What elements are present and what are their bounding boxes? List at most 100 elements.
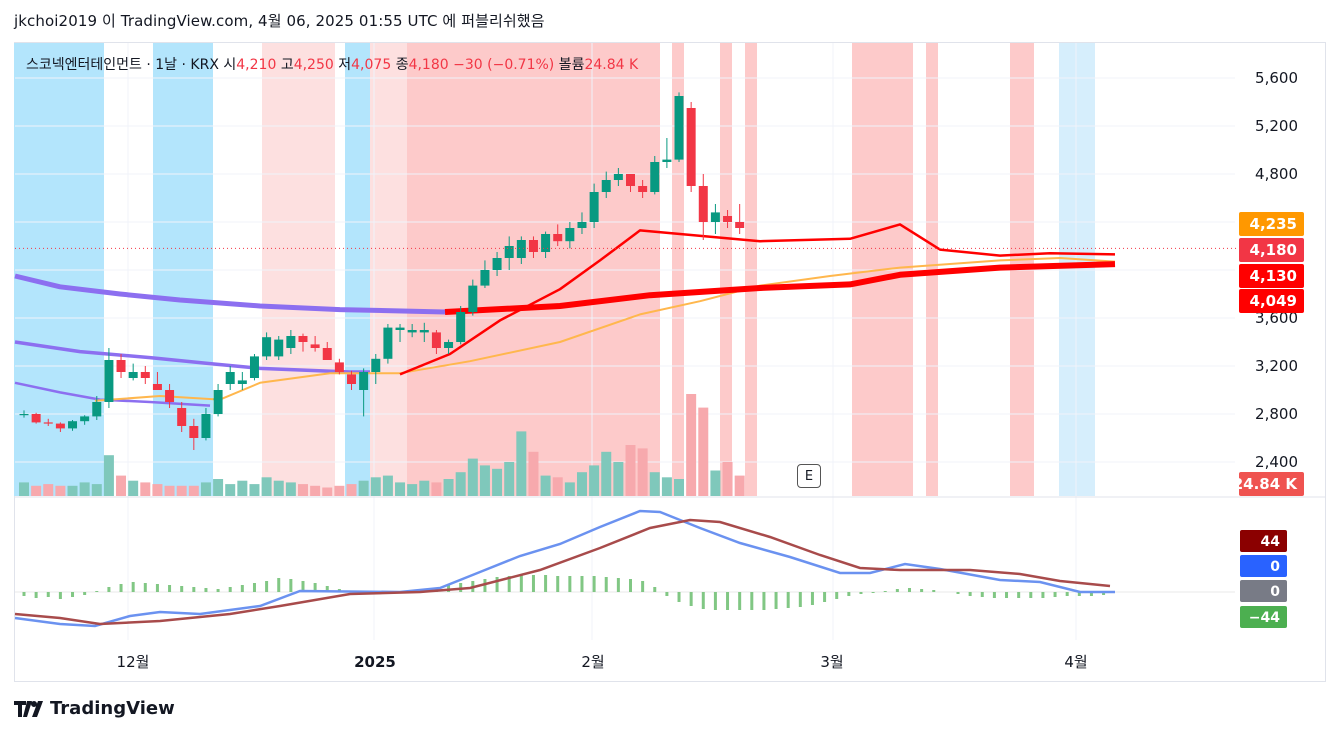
x-axis-label-2: 2월 <box>581 653 604 671</box>
macd-hist-bar <box>544 575 548 592</box>
candle-body <box>55 423 65 429</box>
candle-body <box>165 390 175 402</box>
candle-body <box>480 270 490 286</box>
volume-bar <box>188 485 199 496</box>
candle-body <box>444 342 454 348</box>
candle-body <box>189 426 199 438</box>
candle-body <box>589 192 599 222</box>
macd-hist-bar <box>810 592 814 605</box>
legend-open: 4,210 <box>236 57 277 73</box>
earnings-marker[interactable]: E <box>797 464 821 488</box>
macd-hist-bar <box>289 579 293 592</box>
macd-hist-bar <box>519 575 523 592</box>
candle-body <box>298 336 308 342</box>
x-axis-label-3: 3월 <box>820 653 843 671</box>
candle-body <box>237 380 247 384</box>
legend-open-label: 시 <box>223 57 237 73</box>
macd-line <box>14 509 1115 628</box>
candle-body <box>92 402 102 417</box>
volume-bar <box>467 458 478 496</box>
macd-hist-bar <box>22 592 26 596</box>
tradingview-logo[interactable]: TradingView <box>14 698 175 719</box>
candle-body <box>601 180 611 192</box>
macd-hist-bar <box>556 576 560 592</box>
candle-body <box>698 186 708 222</box>
macd-hist-bar <box>823 592 827 602</box>
volume-bar <box>19 482 29 496</box>
candle-body <box>577 222 587 228</box>
candle-body <box>177 408 187 426</box>
volume-bar <box>297 484 308 496</box>
volume-bar <box>674 479 685 496</box>
volume-bar <box>55 485 66 496</box>
candle-body <box>43 422 53 424</box>
candle-body <box>723 216 733 222</box>
price-badge-4 <box>1239 472 1304 496</box>
volume-bar <box>43 484 54 496</box>
volume-bar <box>589 465 600 496</box>
macd-hist-bar <box>956 592 960 594</box>
volume-bar <box>31 485 42 496</box>
candle-body <box>662 159 672 162</box>
tradingview-brand: TradingView <box>50 698 175 719</box>
macd-hist-bar <box>46 592 50 597</box>
macd-hist-bar <box>774 592 778 609</box>
macd-hist-bar <box>168 585 172 592</box>
macd-hist-bar <box>883 591 887 592</box>
candle-body <box>553 234 563 242</box>
volume-bar <box>601 451 612 496</box>
volume-bar <box>164 485 175 496</box>
macd-hist-bar <box>992 592 996 598</box>
candle-body <box>626 174 635 186</box>
volume-bar <box>395 482 406 496</box>
candle-body <box>686 108 696 186</box>
macd-hist-bar <box>301 581 305 592</box>
ma-short-line <box>399 223 1116 376</box>
candle-body <box>31 414 41 423</box>
macd-hist-bar <box>665 592 669 596</box>
legend-high-label: 고 <box>280 57 294 73</box>
macd-hist-bar <box>265 581 269 592</box>
candle-body <box>347 374 357 384</box>
macd-hist-bar <box>252 583 256 592</box>
volume-bar <box>661 477 672 496</box>
macd-badge-text-2: 0 <box>1270 584 1280 600</box>
candle-body <box>249 356 259 378</box>
volume-bar <box>382 475 393 496</box>
volume-bar <box>128 480 139 496</box>
candle-body <box>735 222 745 228</box>
volume-bar <box>346 484 357 496</box>
candle-body <box>213 390 223 414</box>
macd-hist-bar <box>750 592 754 610</box>
candle-body <box>468 285 478 312</box>
macd-hist-bar <box>216 589 220 592</box>
macd-hist-bar <box>119 584 123 592</box>
macd-badge-text-3: −44 <box>1249 610 1280 626</box>
legend-close: 4,180 <box>408 57 449 73</box>
volume-bar <box>443 479 454 496</box>
macd-hist-bar <box>1041 592 1045 598</box>
price-tick-label-1: 5,200 <box>1255 117 1298 135</box>
macd-hist-bar <box>155 584 159 592</box>
volume-bar <box>67 485 78 496</box>
volume-bar <box>686 394 697 496</box>
candle-body <box>516 240 526 258</box>
volume-bar <box>649 472 660 496</box>
volume-bar <box>407 484 418 496</box>
volume-bar <box>528 451 539 496</box>
price-badge-text-1: 4,180 <box>1250 241 1297 259</box>
macd-hist-bar <box>762 592 766 610</box>
macd-hist-bar <box>192 587 196 592</box>
macd-hist-bar <box>1029 592 1033 598</box>
candle-body <box>504 246 514 258</box>
macd-hist-bar <box>641 581 645 592</box>
macd-hist-bar <box>616 578 620 592</box>
candle-body <box>650 162 660 192</box>
volume-bar <box>540 475 551 496</box>
candle-body <box>334 362 344 372</box>
candle-body <box>492 258 502 270</box>
macd-hist-bar <box>629 579 632 592</box>
legend-symbol[interactable]: 스코넥엔터테인먼트 · 1날 · KRX <box>26 57 219 73</box>
macd-hist-bar <box>131 582 135 592</box>
